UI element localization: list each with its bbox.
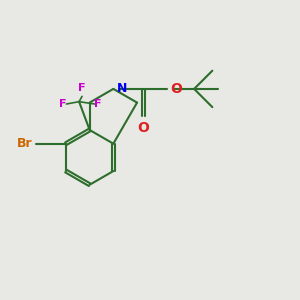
Text: O: O [137, 121, 149, 135]
Text: Br: Br [17, 137, 33, 150]
Text: O: O [170, 82, 182, 96]
Text: N: N [117, 82, 127, 95]
Text: F: F [59, 99, 67, 109]
Text: F: F [94, 99, 102, 109]
Text: F: F [78, 83, 86, 93]
